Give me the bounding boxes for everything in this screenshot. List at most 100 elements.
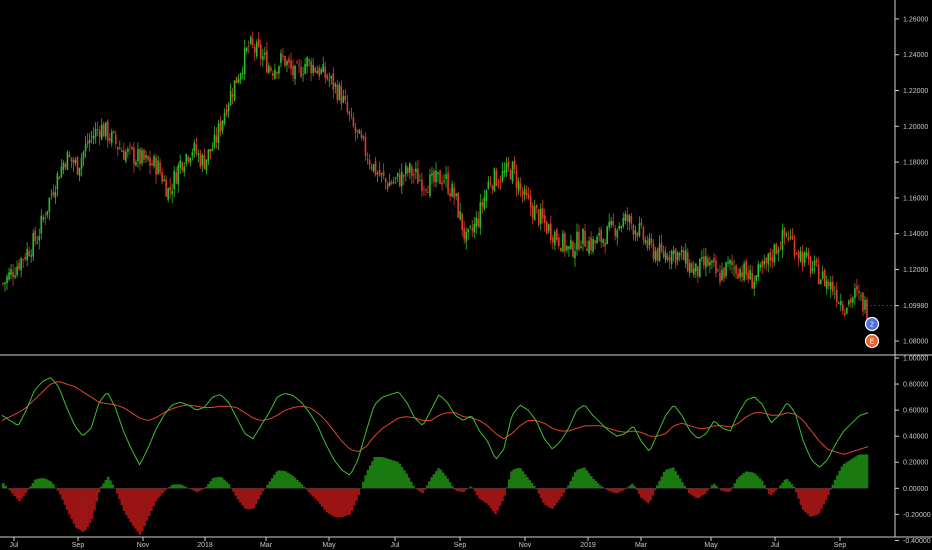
histogram-bar — [218, 476, 222, 489]
candle-body — [133, 147, 135, 165]
candle-body — [809, 257, 812, 274]
event-badge[interactable] — [864, 316, 880, 332]
candle-body — [664, 252, 667, 260]
candle-body — [779, 249, 782, 251]
candle-body — [690, 263, 693, 273]
histogram-bar — [498, 488, 502, 506]
histogram-bar — [701, 488, 705, 496]
histogram-bar — [804, 488, 807, 513]
candle-body — [2, 283, 4, 285]
histogram-bar — [665, 469, 668, 489]
histogram-bar — [815, 488, 819, 515]
histogram-bar — [58, 488, 62, 495]
histogram-bar — [544, 488, 547, 505]
histogram-bar — [863, 454, 867, 489]
histogram-bar — [610, 488, 614, 492]
candle-body — [586, 248, 588, 252]
candle-body — [82, 151, 85, 159]
candle-body — [672, 250, 675, 255]
candle-body — [610, 220, 613, 226]
histogram-bar — [517, 467, 520, 489]
oscillator-axis[interactable]: 1.00000 0.80000 0.60000 0.40000 0.20000 0.000… — [895, 356, 931, 545]
candle-body — [340, 86, 343, 104]
histogram-bar — [599, 485, 602, 489]
green-series-line — [1, 377, 869, 476]
candle-body — [805, 252, 808, 256]
candles[interactable] — [2, 31, 868, 322]
candle-body — [26, 248, 28, 261]
candle-body — [245, 47, 248, 52]
candle-body — [695, 263, 697, 272]
candle-body — [354, 126, 357, 133]
histogram-bar — [435, 471, 438, 489]
histogram-bar — [74, 488, 78, 528]
candle-body — [413, 174, 415, 176]
candle-body — [846, 307, 848, 314]
histogram-bar — [601, 487, 604, 489]
histogram-bar — [321, 488, 324, 507]
time-tick-label: Sep — [72, 542, 85, 549]
event-badge[interactable] — [864, 333, 880, 349]
candle-body — [733, 267, 735, 269]
candle-body — [282, 55, 284, 57]
candle-body — [431, 173, 433, 176]
candle-body — [459, 211, 461, 220]
candle-body — [24, 256, 26, 260]
candle-body — [709, 261, 711, 266]
histogram-bar — [122, 488, 126, 511]
histogram-bar — [403, 470, 406, 489]
histogram-bar — [569, 481, 573, 489]
candle-body — [556, 229, 558, 241]
candle-body — [435, 170, 437, 183]
histogram-bar — [430, 477, 434, 489]
candle-body — [235, 76, 238, 84]
candle-body — [257, 38, 260, 47]
candle-body — [284, 55, 286, 67]
oscillator-tick-label: -0.20000 — [903, 512, 931, 519]
candle-body — [666, 255, 669, 261]
candle-body — [827, 281, 830, 287]
price-axis[interactable]: 1.26000 1.24000 1.22000 1.20000 1.18000 1.160… — [895, 16, 928, 346]
event-badges[interactable]: 2E — [864, 305, 896, 349]
histogram-bar — [45, 479, 48, 489]
candle-body — [213, 134, 216, 148]
histogram-bar — [423, 488, 427, 490]
histogram-bar — [191, 488, 194, 490]
histogram-bar — [15, 488, 19, 499]
histogram-bar — [640, 488, 643, 498]
histogram-bar — [615, 488, 618, 494]
histogram-bar — [334, 488, 338, 517]
histogram-bar — [574, 472, 577, 489]
candle-body — [417, 168, 419, 184]
time-axis[interactable]: Jul Sep Nov 2018 Mar May Jul Sep Nov 2019 Mar May Ju… — [10, 537, 847, 549]
histogram-bar — [580, 468, 584, 489]
candle-body — [46, 211, 49, 216]
histogram-bar — [131, 488, 135, 526]
candle-body — [541, 208, 544, 219]
histogram-bar — [464, 488, 468, 491]
candle-body — [201, 154, 204, 166]
candle-body — [564, 233, 566, 252]
candle-body — [715, 260, 717, 274]
price-tick-label: 1.24000 — [903, 52, 928, 59]
candle-body — [76, 156, 79, 175]
histogram-bar — [172, 484, 176, 489]
candle-body — [4, 282, 6, 284]
candle-body — [121, 150, 123, 152]
candle-body — [604, 242, 606, 247]
candle-body — [707, 258, 709, 266]
histogram-bar — [428, 481, 431, 489]
histogram-bar — [147, 488, 151, 516]
candle-body — [229, 90, 232, 106]
candle-body — [729, 259, 731, 264]
histogram-bar — [252, 488, 256, 509]
histogram-bar — [243, 488, 247, 509]
histogram-bar — [63, 488, 67, 505]
candle-body — [682, 250, 685, 261]
candle-body — [203, 155, 206, 169]
candle-body — [388, 182, 391, 187]
histogram-bar — [772, 488, 775, 493]
candle-body — [294, 65, 296, 80]
histogram-bar — [97, 488, 101, 493]
